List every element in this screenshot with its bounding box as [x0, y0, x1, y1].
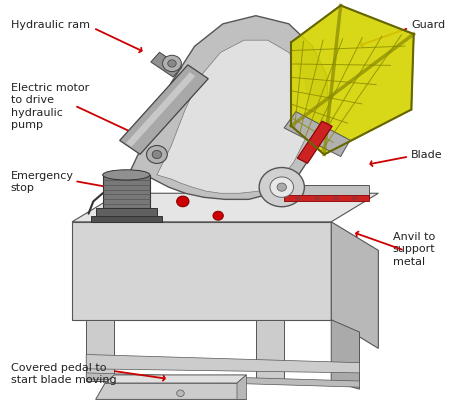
Polygon shape	[279, 185, 369, 197]
Polygon shape	[331, 320, 359, 389]
Text: Covered pedal to
start blade moving: Covered pedal to start blade moving	[11, 363, 117, 385]
Ellipse shape	[103, 170, 150, 180]
Text: Guard: Guard	[411, 20, 446, 30]
Circle shape	[163, 55, 182, 72]
Polygon shape	[151, 52, 182, 77]
Polygon shape	[86, 355, 359, 373]
Polygon shape	[331, 222, 378, 349]
Polygon shape	[119, 65, 208, 154]
Polygon shape	[72, 222, 331, 320]
Text: Anvil to
support
metal: Anvil to support metal	[392, 232, 435, 267]
Polygon shape	[284, 112, 350, 157]
Polygon shape	[256, 320, 284, 381]
Polygon shape	[72, 193, 378, 222]
Polygon shape	[291, 5, 414, 155]
Circle shape	[277, 183, 286, 191]
Polygon shape	[91, 216, 162, 222]
Circle shape	[177, 196, 189, 207]
Polygon shape	[105, 375, 246, 383]
Text: Blade: Blade	[411, 150, 443, 160]
Polygon shape	[297, 121, 332, 163]
Circle shape	[270, 177, 293, 197]
Circle shape	[315, 196, 319, 200]
Polygon shape	[96, 383, 246, 399]
Polygon shape	[126, 72, 195, 147]
Circle shape	[296, 196, 301, 200]
Polygon shape	[86, 373, 359, 387]
Polygon shape	[119, 16, 329, 199]
Polygon shape	[86, 320, 115, 381]
Circle shape	[152, 150, 162, 159]
Circle shape	[213, 211, 223, 220]
Circle shape	[259, 168, 304, 207]
Circle shape	[353, 196, 357, 200]
Polygon shape	[103, 175, 150, 208]
Circle shape	[146, 145, 167, 164]
Polygon shape	[284, 195, 369, 201]
Text: Electric motor
to drive
hydraulic
pump: Electric motor to drive hydraulic pump	[11, 83, 89, 130]
Circle shape	[168, 60, 176, 67]
Text: Hydraulic ram: Hydraulic ram	[11, 20, 90, 30]
Polygon shape	[96, 208, 157, 216]
Polygon shape	[237, 375, 246, 399]
Text: Emergency
stop: Emergency stop	[11, 171, 74, 193]
Circle shape	[177, 390, 184, 397]
Polygon shape	[157, 40, 310, 193]
Circle shape	[334, 196, 338, 200]
